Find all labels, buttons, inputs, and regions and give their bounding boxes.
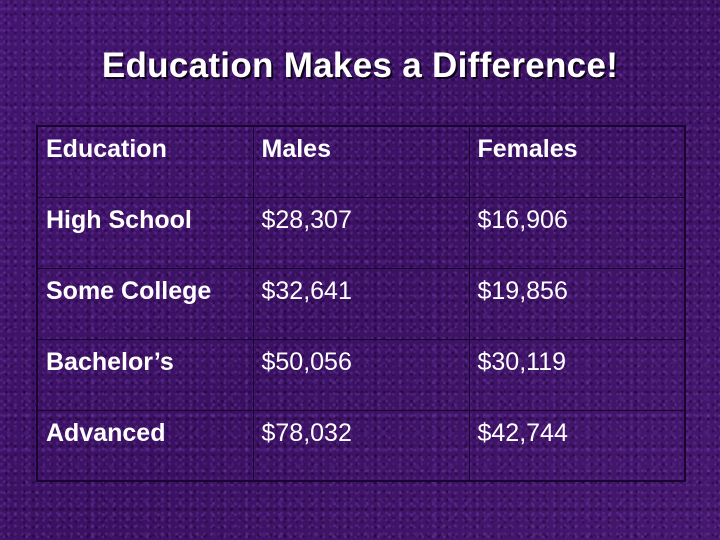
row-label-advanced: Advanced (36, 409, 254, 482)
cell-males-advanced: $78,032 (252, 409, 470, 482)
column-header-education: Education (36, 125, 254, 198)
cell-females-high-school: $16,906 (468, 196, 686, 269)
cell-males-some-college: $32,641 (252, 267, 470, 340)
slide-title: Education Makes a Difference! (101, 46, 619, 85)
table-row: High School $28,307 $16,906 (36, 196, 686, 269)
earnings-table: Education Males Females High School $28,… (36, 125, 686, 482)
cell-females-advanced: $42,744 (468, 409, 686, 482)
row-label-some-college: Some College (36, 267, 254, 340)
table-row: Some College $32,641 $19,856 (36, 267, 686, 340)
column-header-females: Females (468, 125, 686, 198)
cell-females-some-college: $19,856 (468, 267, 686, 340)
table-header-row: Education Males Females (36, 125, 686, 198)
column-header-males: Males (252, 125, 470, 198)
cell-females-bachelors: $30,119 (468, 338, 686, 411)
cell-males-bachelors: $50,056 (252, 338, 470, 411)
table-row: Advanced $78,032 $42,744 (36, 409, 686, 482)
cell-males-high-school: $28,307 (252, 196, 470, 269)
table-row: Bachelor’s $50,056 $30,119 (36, 338, 686, 411)
row-label-high-school: High School (36, 196, 254, 269)
row-label-bachelors: Bachelor’s (36, 338, 254, 411)
